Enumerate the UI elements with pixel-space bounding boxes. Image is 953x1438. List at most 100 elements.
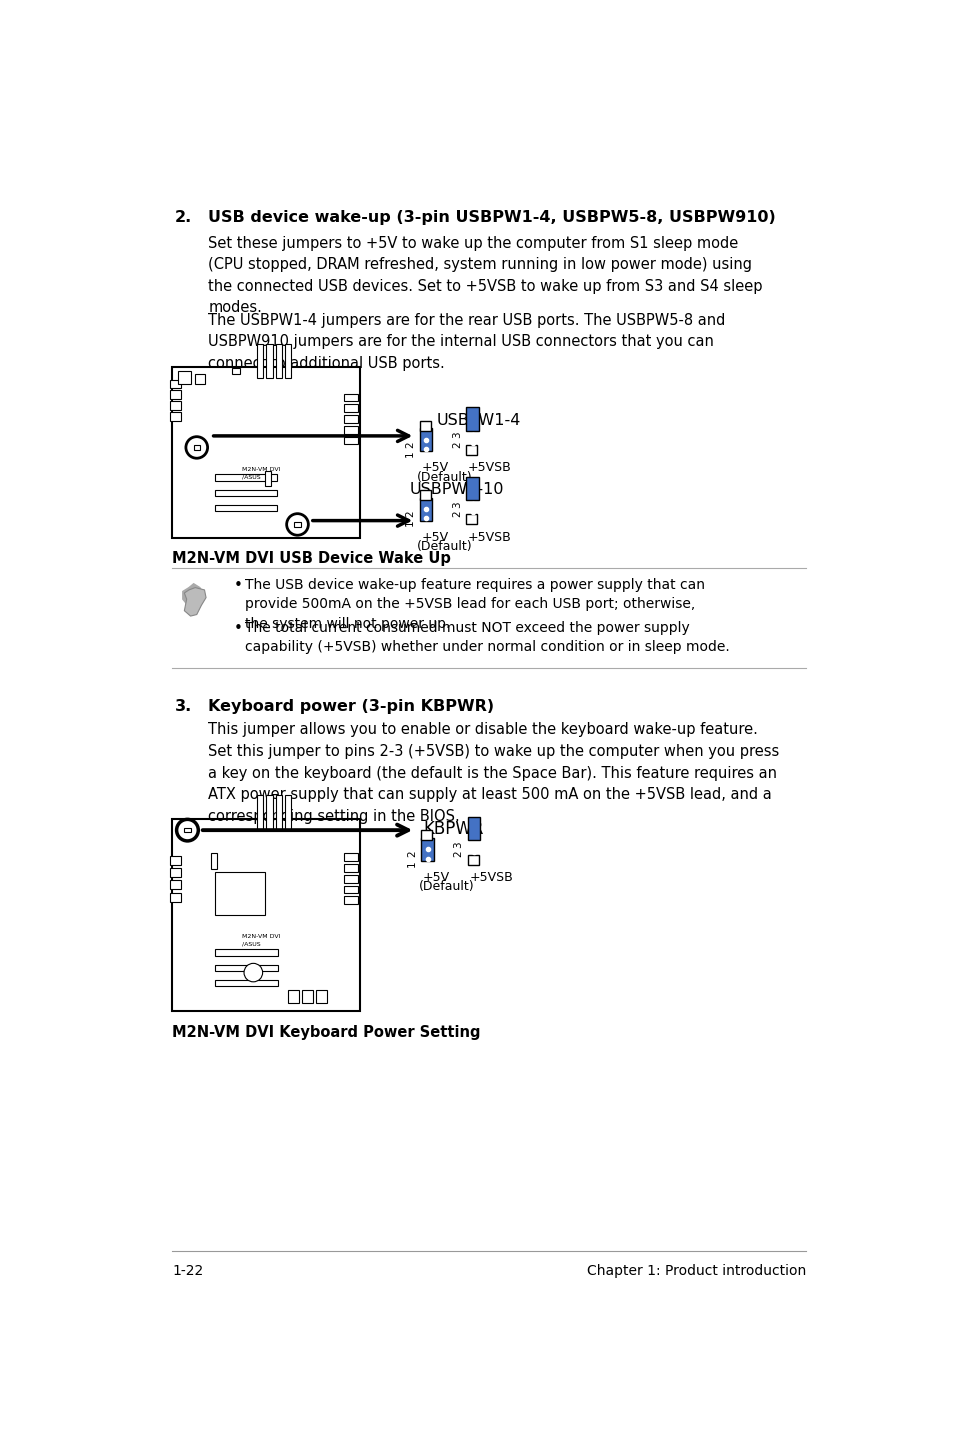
Text: The USB device wake-up feature requires a power supply that can
provide 500mA on: The USB device wake-up feature requires … <box>245 578 704 631</box>
Bar <box>171 880 181 890</box>
Bar <box>344 426 357 434</box>
Bar <box>344 896 357 905</box>
Bar <box>344 864 357 871</box>
Text: KBPWR: KBPWR <box>422 820 483 838</box>
Bar <box>214 505 276 512</box>
Bar <box>285 795 291 830</box>
Text: /ASUS: /ASUS <box>241 475 260 479</box>
Bar <box>171 856 181 864</box>
Text: M2N-VM DVI USB Device Wake Up: M2N-VM DVI USB Device Wake Up <box>172 551 451 567</box>
Text: +5V: +5V <box>422 871 450 884</box>
Bar <box>468 854 478 864</box>
Bar <box>257 795 263 830</box>
Text: Keyboard power (3-pin KBPWR): Keyboard power (3-pin KBPWR) <box>208 699 494 715</box>
Text: USBPW1-4: USBPW1-4 <box>436 413 521 427</box>
Text: 2: 2 <box>405 441 415 447</box>
Text: +5VSB: +5VSB <box>468 462 511 475</box>
Text: 2.: 2. <box>174 210 193 224</box>
Bar <box>266 795 273 830</box>
Text: M2N-VM DVI: M2N-VM DVI <box>241 935 280 939</box>
Bar <box>419 498 432 521</box>
Bar <box>466 477 478 500</box>
Polygon shape <box>183 584 204 611</box>
Text: +5VSB: +5VSB <box>469 871 513 884</box>
Text: This jumper allows you to enable or disable the keyboard wake-up feature.
Set th: This jumper allows you to enable or disa… <box>208 722 779 824</box>
Bar <box>257 344 263 378</box>
Bar <box>171 401 181 410</box>
Text: •: • <box>233 578 243 592</box>
Bar <box>275 344 282 378</box>
Text: 1: 1 <box>405 450 415 457</box>
Bar <box>171 893 181 902</box>
Bar <box>275 795 282 830</box>
Text: 3: 3 <box>452 431 461 439</box>
Bar <box>266 344 273 378</box>
Bar <box>171 391 181 398</box>
Bar <box>344 404 357 413</box>
Text: 2: 2 <box>405 510 415 518</box>
Bar <box>344 874 357 883</box>
Bar <box>419 429 432 452</box>
Text: +5V: +5V <box>421 531 448 544</box>
Bar <box>178 825 191 835</box>
Text: The total current consumed must NOT exceed the power supply
capability (+5VSB) w: The total current consumed must NOT exce… <box>245 621 729 654</box>
Text: +5VSB: +5VSB <box>468 531 511 544</box>
Bar <box>419 490 431 500</box>
Bar <box>214 873 265 915</box>
Bar <box>211 853 216 869</box>
Text: (Default): (Default) <box>416 470 472 483</box>
Bar <box>285 344 291 378</box>
Bar <box>214 981 278 986</box>
Circle shape <box>244 963 262 982</box>
Text: +5V: +5V <box>421 462 448 475</box>
Bar <box>265 470 271 486</box>
Text: M2N-VM DVI: M2N-VM DVI <box>241 467 280 472</box>
Text: USBPW5-10: USBPW5-10 <box>410 482 504 498</box>
Bar <box>214 490 276 496</box>
Bar <box>214 965 278 971</box>
Bar <box>344 394 357 401</box>
Text: 2: 2 <box>406 851 416 857</box>
Text: 3.: 3. <box>174 699 193 715</box>
Bar <box>172 367 359 538</box>
Bar <box>171 869 181 877</box>
Text: USB device wake-up (3-pin USBPW1-4, USBPW5-8, USBPW910): USB device wake-up (3-pin USBPW1-4, USBP… <box>208 210 776 224</box>
Bar <box>171 413 181 420</box>
Text: 2: 2 <box>452 510 461 518</box>
Bar <box>421 830 432 840</box>
Bar <box>288 989 298 1004</box>
Bar <box>214 949 278 956</box>
Bar <box>344 853 357 861</box>
Text: 2: 2 <box>453 851 463 857</box>
Bar <box>233 368 240 374</box>
Bar <box>178 371 191 384</box>
Bar <box>184 828 191 833</box>
Bar <box>294 522 300 526</box>
Text: 2: 2 <box>452 441 461 447</box>
Circle shape <box>176 820 198 841</box>
Text: (Default): (Default) <box>416 539 472 552</box>
Text: (Default): (Default) <box>418 880 474 893</box>
Text: Set these jumpers to +5V to wake up the computer from S1 sleep mode
(CPU stopped: Set these jumpers to +5V to wake up the … <box>208 236 762 315</box>
Text: 3: 3 <box>453 841 463 848</box>
Bar <box>421 838 434 861</box>
Text: M2N-VM DVI Keyboard Power Setting: M2N-VM DVI Keyboard Power Setting <box>172 1025 480 1040</box>
Text: The USBPW1-4 jumpers are for the rear USB ports. The USBPW5-8 and
USBPW910 jumpe: The USBPW1-4 jumpers are for the rear US… <box>208 312 725 371</box>
Polygon shape <box>184 588 206 615</box>
Text: 1: 1 <box>406 860 416 867</box>
Bar <box>344 437 357 444</box>
Text: 1-22: 1-22 <box>172 1264 203 1278</box>
Bar <box>171 380 181 388</box>
Text: •: • <box>233 621 243 636</box>
Bar <box>214 475 276 480</box>
Text: Chapter 1: Product introduction: Chapter 1: Product introduction <box>586 1264 805 1278</box>
Circle shape <box>186 437 208 459</box>
Bar <box>468 817 480 840</box>
Bar <box>344 416 357 423</box>
Bar <box>466 515 476 525</box>
Bar <box>172 818 359 1011</box>
Bar <box>302 989 313 1004</box>
Bar <box>419 420 431 430</box>
Circle shape <box>286 513 308 535</box>
Text: 1: 1 <box>405 519 415 526</box>
